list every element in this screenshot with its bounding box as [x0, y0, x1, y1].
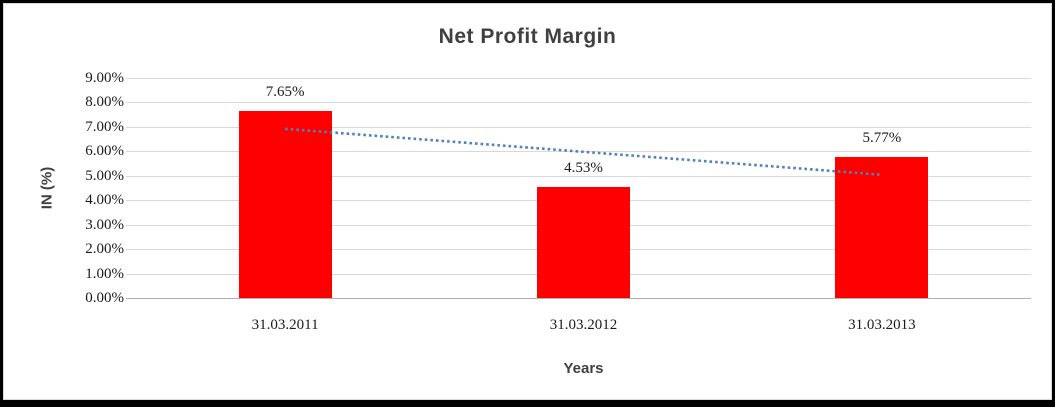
y-tick-label: 0.00%: [85, 290, 124, 306]
x-category-label: 31.03.2013: [848, 317, 916, 333]
x-category-label: 31.03.2011: [251, 317, 319, 333]
y-tick-label: 8.00%: [85, 94, 124, 111]
gridline: [126, 175, 1031, 177]
y-tick-label: 5.00%: [85, 167, 124, 184]
y-tick-label: 6.00%: [85, 143, 124, 160]
data-label: 7.65%: [265, 84, 305, 100]
y-tick-label: 2.00%: [85, 241, 124, 258]
gridline: [126, 102, 1031, 104]
gridline: [126, 78, 1031, 79]
gridline: [126, 126, 1031, 128]
y-tick-label: 7.00%: [85, 118, 124, 135]
x-axis-title: Years: [563, 360, 604, 377]
bar: [238, 111, 332, 298]
y-tick-label: 4.00%: [85, 192, 124, 209]
chart-title: Net Profit Margin: [438, 25, 617, 48]
x-category-label: 31.03.2012: [549, 317, 618, 333]
data-label: 5.77%: [862, 129, 902, 146]
y-tick-label: 1.00%: [85, 265, 124, 282]
y-tick-label: 9.00%: [85, 70, 124, 86]
gridline: [126, 298, 1031, 299]
bar: [835, 156, 929, 298]
bar: [537, 187, 630, 298]
y-tick-label: 3.00%: [85, 216, 124, 233]
data-label: 4.53%: [564, 160, 603, 177]
